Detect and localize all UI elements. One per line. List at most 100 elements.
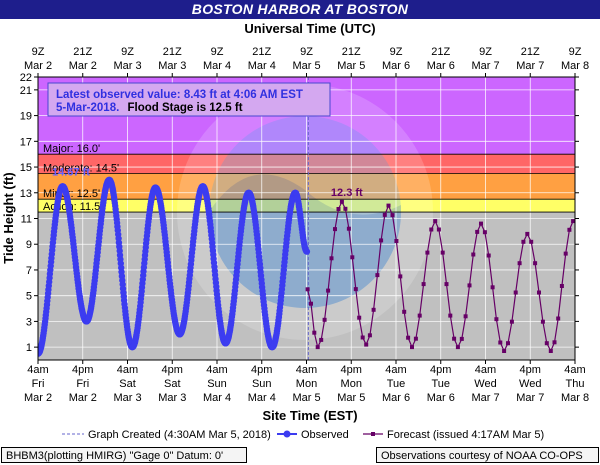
- forecast-series: 12.3 ft: [305, 187, 575, 353]
- forecast-point: [544, 341, 549, 346]
- x-tick-label-day: Sun: [207, 378, 227, 390]
- observed-point: [303, 248, 311, 255]
- legend-forecast-label: Forecast (issued 4:17AM Mar 5): [387, 429, 544, 441]
- x-tick-label-day: Sat: [164, 378, 181, 390]
- x-tick-label-day: Wed: [519, 378, 541, 390]
- forecast-point: [336, 207, 341, 211]
- x-tick-label-day: Fri: [32, 378, 45, 390]
- forecast-point: [494, 317, 499, 322]
- forecast-point: [479, 221, 483, 226]
- forecast-point: [386, 203, 391, 208]
- x-tick-label-day: Tue: [431, 378, 450, 390]
- x-tick-label-time: 4am: [296, 364, 317, 376]
- forecast-point: [563, 251, 568, 256]
- y-tick-label: 22: [20, 72, 32, 84]
- forecast-point: [482, 230, 487, 235]
- chart-title: BOSTON HARBOR AT BOSTON: [0, 0, 600, 19]
- y-tick-label: 3: [26, 316, 32, 328]
- info-flood-stage: Flood Stage is 12.5 ft: [128, 102, 243, 114]
- y-tick-label: 21: [20, 85, 32, 97]
- forecast-point: [398, 274, 403, 279]
- top-tick-label-time: 21Z: [73, 46, 92, 58]
- forecast-point: [556, 316, 561, 321]
- forecast-point: [471, 252, 476, 257]
- forecast-point: [571, 219, 575, 224]
- forecast-point: [529, 239, 534, 244]
- forecast-point: [382, 212, 387, 217]
- info-date: 5-Mar-2018.: [56, 102, 119, 114]
- x-tick-label-date: Mar 7: [516, 392, 544, 404]
- forecast-point: [509, 319, 514, 324]
- top-tick-label-date: Mar 6: [427, 60, 455, 72]
- forecast-point: [379, 238, 384, 243]
- x-tick-label-date: Mar 6: [382, 392, 410, 404]
- x-tick-label-time: 4pm: [162, 364, 183, 376]
- top-tick-label-date: Mar 7: [471, 60, 499, 72]
- forecast-point: [312, 330, 317, 335]
- top-tick-label-date: Mar 5: [337, 60, 365, 72]
- top-tick-label-time: 9Z: [121, 46, 134, 58]
- x-tick-label-date: Mar 3: [113, 392, 141, 404]
- forecast-point: [410, 345, 414, 350]
- top-tick-label-time: 9Z: [390, 46, 403, 58]
- forecast-point: [440, 250, 445, 255]
- y-tick-label: 17: [20, 136, 32, 148]
- forecast-point: [402, 309, 407, 314]
- forecast-point: [350, 255, 355, 260]
- flood-label-major: Major: 16.0': [43, 143, 100, 155]
- flood-label-action: Action: 11.5': [43, 201, 102, 213]
- forecast-point: [322, 317, 327, 322]
- forecast-point: [406, 335, 411, 340]
- x-tick-label-date: Mar 8: [561, 392, 589, 404]
- top-tick-label-time: 21Z: [163, 46, 182, 58]
- x-tick-label-time: 4am: [385, 364, 406, 376]
- y-tick-label: 7: [26, 265, 32, 277]
- forecast-point: [390, 213, 395, 218]
- y-axis-label: Tide Height (ft): [1, 172, 16, 263]
- forecast-point: [375, 273, 380, 278]
- forecast-point: [540, 319, 545, 324]
- forecast-point: [357, 315, 362, 320]
- x-tick-label-time: 4pm: [251, 364, 272, 376]
- x-tick-label-date: Mar 3: [158, 392, 186, 404]
- forecast-peak-label: 12.3 ft: [331, 187, 363, 199]
- forecast-point: [459, 336, 464, 341]
- flood-label-minor: Minor: 12.5': [43, 188, 100, 200]
- forecast-point: [521, 239, 526, 244]
- top-tick-label-time: 9Z: [569, 46, 582, 58]
- forecast-point: [343, 206, 348, 211]
- legend-forecast-marker: [371, 432, 375, 436]
- top-tick-label-time: 21Z: [521, 46, 540, 58]
- top-tick-label-date: Mar 3: [113, 60, 141, 72]
- legend-created-label: Graph Created (4:30AM Mar 5, 2018): [88, 429, 271, 441]
- top-tick-label-time: 21Z: [252, 46, 271, 58]
- top-tick-label-date: Mar 3: [158, 60, 186, 72]
- forecast-point: [394, 239, 399, 243]
- top-tick-label-date: Mar 8: [561, 60, 589, 72]
- x-tick-label-day: Fri: [76, 378, 89, 390]
- x-tick-label-date: Mar 4: [203, 392, 231, 404]
- top-tick-label-time: 9Z: [32, 46, 45, 58]
- forecast-point: [353, 287, 358, 292]
- forecast-point: [333, 227, 337, 232]
- forecast-point: [346, 226, 351, 231]
- observed-series: [38, 176, 311, 357]
- forecast-point: [537, 290, 541, 295]
- forecast-point: [371, 307, 376, 312]
- x-tick-label-day: Mon: [341, 378, 362, 390]
- forecast-point: [467, 283, 472, 288]
- top-tick-label-time: 21Z: [431, 46, 450, 58]
- forecast-point: [490, 285, 495, 290]
- x-tick-label-day: Wed: [474, 378, 496, 390]
- x-tick-label-time: 4am: [206, 364, 227, 376]
- info-box: Latest observed value: 8.43 ft at 4:06 A…: [47, 82, 331, 117]
- forecast-point: [309, 301, 313, 306]
- forecast-point: [502, 349, 507, 353]
- forecast-point: [364, 342, 369, 347]
- y-tick-label: 13: [20, 188, 32, 200]
- forecast-point: [326, 288, 331, 293]
- top-tick-label-date: Mar 4: [248, 60, 276, 72]
- forecast-point: [339, 199, 344, 204]
- x-tick-label-date: Mar 2: [24, 392, 52, 404]
